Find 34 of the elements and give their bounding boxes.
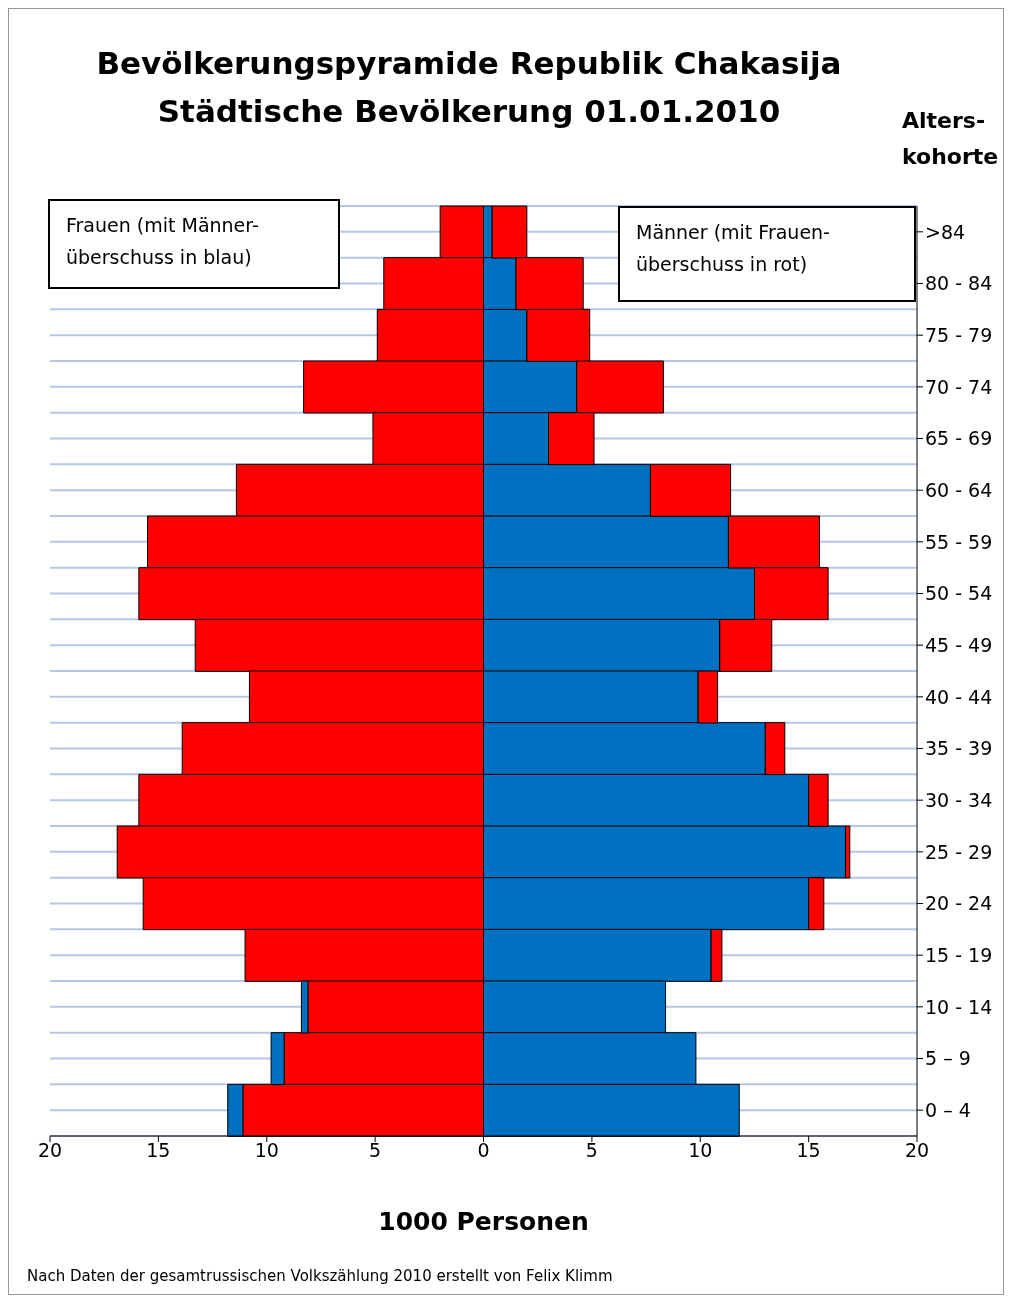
y-tick-label: 45 - 49 (925, 633, 993, 656)
y-tick-label: 25 - 29 (925, 840, 993, 863)
text: Nach Daten der gesamtrussischen Volkszählung 2010 erstellt von Felix Klimm (27, 1267, 613, 1285)
y-tick-label: 40 - 44 (925, 685, 993, 708)
x-tick-label: 5 (369, 1139, 382, 1162)
y-tick-label: 35 - 39 (925, 737, 993, 760)
y-tick-label: 5 – 9 (925, 1047, 971, 1070)
y-tick-label: 65 - 69 (925, 427, 993, 450)
x-tick-label: 10 (254, 1139, 279, 1162)
x-tick-label: 5 (585, 1139, 598, 1162)
y-tick-label: 80 - 84 (925, 272, 993, 295)
x-tick-label: 10 (688, 1139, 713, 1162)
text-box: Männer (mit Frauen-überschuss in rot) (618, 206, 916, 302)
y-tick-label: 60 - 64 (925, 478, 993, 501)
y-tick-label: 75 - 79 (925, 323, 993, 346)
x-tick-label: 20 (904, 1139, 930, 1162)
y-tick-label: 50 - 54 (925, 582, 993, 605)
y-tick-label: 55 - 59 (925, 530, 993, 553)
y-tick-label: 10 - 14 (925, 995, 993, 1018)
y-axis-title: Alters- kohorte (902, 107, 1000, 171)
chart-subtitle: Städtische Bevölkerung 01.01.2010 (157, 93, 781, 129)
y-tick-label: 20 - 24 (925, 892, 993, 915)
y-tick-label: 15 - 19 (925, 943, 993, 966)
y-tick-label: 30 - 34 (925, 788, 993, 811)
x-tick-label: 15 (796, 1139, 821, 1162)
chart-title: Bevölkerungspyramide Republik Chakasija (95, 44, 843, 83)
x-axis-title: 1000 Personen (378, 1206, 589, 1236)
y-tick-label: 70 - 74 (925, 375, 993, 398)
x-tick-label: 0 (477, 1139, 490, 1162)
y-tick-label: 0 – 4 (925, 1098, 971, 1121)
text-box: Frauen (mit Männer-überschuss in blau) (48, 199, 340, 289)
x-tick-label: 15 (146, 1139, 171, 1162)
x-tick-label: 20 (37, 1139, 63, 1162)
y-tick-label: >84 (925, 220, 966, 243)
